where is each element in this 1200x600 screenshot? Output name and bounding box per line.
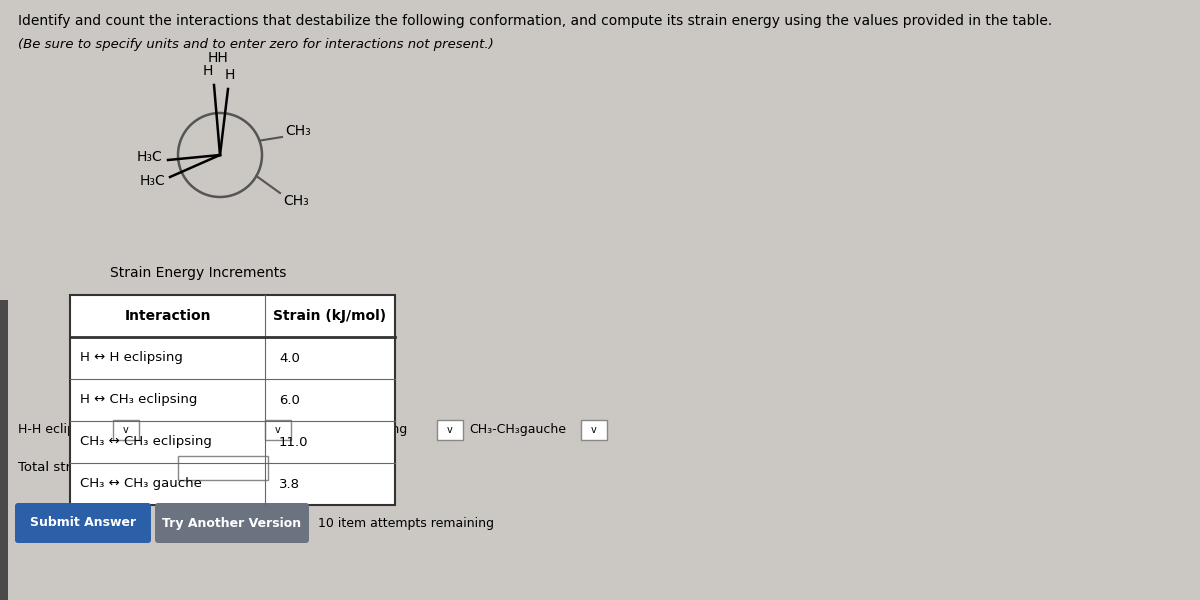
Text: Strain Energy Increments: Strain Energy Increments [110, 266, 287, 280]
FancyBboxPatch shape [178, 456, 268, 480]
Text: H₃C: H₃C [139, 174, 166, 188]
Text: 3.8: 3.8 [278, 478, 300, 491]
Text: Try Another Version: Try Another Version [162, 517, 301, 529]
Text: Interaction: Interaction [125, 309, 211, 323]
Text: H ↔ CH₃ eclipsing: H ↔ CH₃ eclipsing [80, 394, 197, 407]
Text: kJ/mol: kJ/mol [275, 461, 316, 475]
Text: 6.0: 6.0 [278, 394, 300, 407]
Text: CH₃ ↔ CH₃ eclipsing: CH₃ ↔ CH₃ eclipsing [80, 436, 212, 449]
FancyBboxPatch shape [113, 420, 139, 440]
Text: Strain (kJ/mol): Strain (kJ/mol) [274, 309, 386, 323]
Text: HH: HH [208, 51, 228, 65]
Text: (Be sure to specify units and to enter zero for interactions not present.): (Be sure to specify units and to enter z… [18, 38, 493, 51]
Text: CH₃: CH₃ [286, 124, 311, 138]
Text: H ↔ H eclipsing: H ↔ H eclipsing [80, 352, 182, 364]
FancyBboxPatch shape [581, 420, 607, 440]
Text: H₃C: H₃C [137, 150, 162, 164]
Text: v: v [124, 425, 128, 435]
FancyBboxPatch shape [155, 503, 310, 543]
Text: H-CH₃ eclipsing: H-CH₃ eclipsing [145, 424, 241, 437]
Text: Submit Answer: Submit Answer [30, 517, 136, 529]
Text: CH₃ ↔ CH₃ gauche: CH₃ ↔ CH₃ gauche [80, 478, 202, 491]
Text: Identify and count the interactions that destabilize the following conformation,: Identify and count the interactions that… [18, 14, 1052, 28]
Text: CH₃-CH₃gauche: CH₃-CH₃gauche [469, 424, 566, 437]
FancyBboxPatch shape [437, 420, 463, 440]
FancyBboxPatch shape [70, 295, 395, 505]
Text: 11.0: 11.0 [278, 436, 308, 449]
Text: v: v [592, 425, 596, 435]
Text: H: H [224, 68, 235, 82]
Text: v: v [275, 425, 281, 435]
Text: 4.0: 4.0 [278, 352, 300, 364]
Text: CH₃-CH₃ eclipsing: CH₃-CH₃ eclipsing [298, 424, 407, 437]
FancyBboxPatch shape [0, 300, 8, 600]
FancyBboxPatch shape [14, 503, 151, 543]
FancyBboxPatch shape [265, 420, 292, 440]
Text: v: v [448, 425, 452, 435]
Text: H-H eclipsing: H-H eclipsing [18, 424, 101, 437]
Text: Total strain energy is: Total strain energy is [18, 461, 157, 475]
Text: CH₃: CH₃ [283, 194, 308, 208]
Text: 10 item attempts remaining: 10 item attempts remaining [318, 517, 494, 529]
Text: H: H [203, 64, 214, 78]
